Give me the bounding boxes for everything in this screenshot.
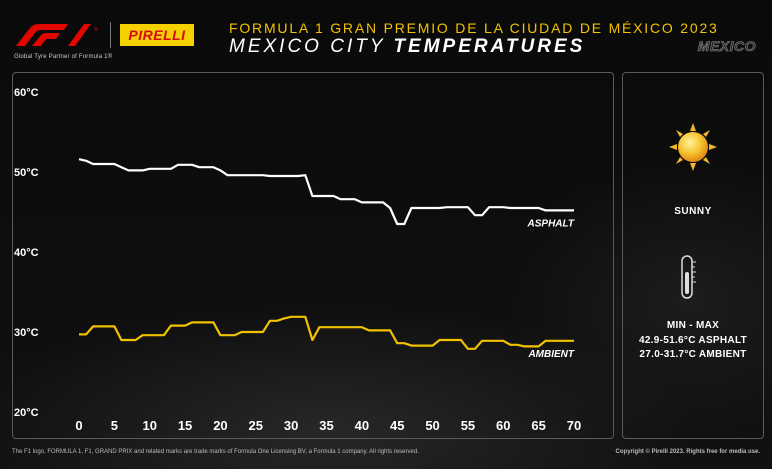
weather-condition: SUNNY xyxy=(674,206,712,217)
partner-text: Global Tyre Partner of Formula 1® xyxy=(14,54,113,60)
country-label: MEXICO xyxy=(697,38,756,55)
header: ® PIRELLI Global Tyre Partner of Formula… xyxy=(0,0,772,70)
x-tick-label: 30 xyxy=(284,418,298,433)
series-layer: ASPHALT AMBIENT xyxy=(78,158,575,360)
weather-panel xyxy=(622,72,764,439)
ambient-range: 27.0-31.7°C AMBIENT xyxy=(639,349,747,360)
series-label-ambient: AMBIENT xyxy=(527,349,574,360)
x-tick-label: 45 xyxy=(390,418,404,433)
copyright-notice: Copyright © Pirelli 2023. Rights free fo… xyxy=(615,449,760,455)
y-axis: 20°C 30°C 40°C 50°C 60°C xyxy=(14,87,39,419)
series-line-asphalt xyxy=(78,158,574,226)
sun-icon xyxy=(669,123,717,171)
thermometer-icon xyxy=(681,255,696,299)
race-title: FORMULA 1 GRAN PREMIO DE LA CIUDAD DE MÉ… xyxy=(229,20,719,36)
minmax-label: MIN - MAX xyxy=(666,320,720,331)
x-tick-label: 35 xyxy=(319,418,333,433)
x-axis: 0 5 10 15 20 25 30 35 40 45 50 55 60 65 70 xyxy=(75,418,581,433)
y-tick-label: 60°C xyxy=(14,87,39,99)
y-tick-label: 20°C xyxy=(14,407,39,419)
title-main: TEMPERATURES xyxy=(393,36,586,57)
x-tick-label: 60 xyxy=(496,418,510,433)
page-title: MEXICO CITY TEMPERATURES xyxy=(229,36,585,58)
header-divider xyxy=(110,22,111,48)
series-line-ambient xyxy=(79,315,574,350)
pirelli-logo: PIRELLI xyxy=(120,24,194,46)
y-tick-label: 40°C xyxy=(14,247,39,259)
chart-panel xyxy=(12,72,614,439)
x-tick-label: 20 xyxy=(213,418,227,433)
asphalt-range: 42.9-51.6°C ASPHALT xyxy=(638,335,748,346)
x-tick-label: 55 xyxy=(461,418,475,433)
f1-logo-icon: ® xyxy=(16,24,98,46)
x-tick-label: 25 xyxy=(249,418,263,433)
x-tick-label: 40 xyxy=(355,418,369,433)
series-label-asphalt: ASPHALT xyxy=(527,218,575,229)
legal-notice: The F1 logo, FORMULA 1, F1, GRAND PRIX a… xyxy=(12,449,419,455)
x-tick-label: 65 xyxy=(531,418,545,433)
x-tick-label: 50 xyxy=(425,418,439,433)
x-tick-label: 10 xyxy=(142,418,156,433)
svg-text:®: ® xyxy=(94,26,98,33)
title-city: MEXICO CITY xyxy=(229,36,394,57)
x-tick-label: 15 xyxy=(178,418,192,433)
x-tick-label: 70 xyxy=(567,418,581,433)
y-tick-label: 50°C xyxy=(14,167,39,179)
x-tick-label: 0 xyxy=(75,418,82,433)
y-tick-label: 30°C xyxy=(14,327,39,339)
x-tick-label: 5 xyxy=(111,418,118,433)
